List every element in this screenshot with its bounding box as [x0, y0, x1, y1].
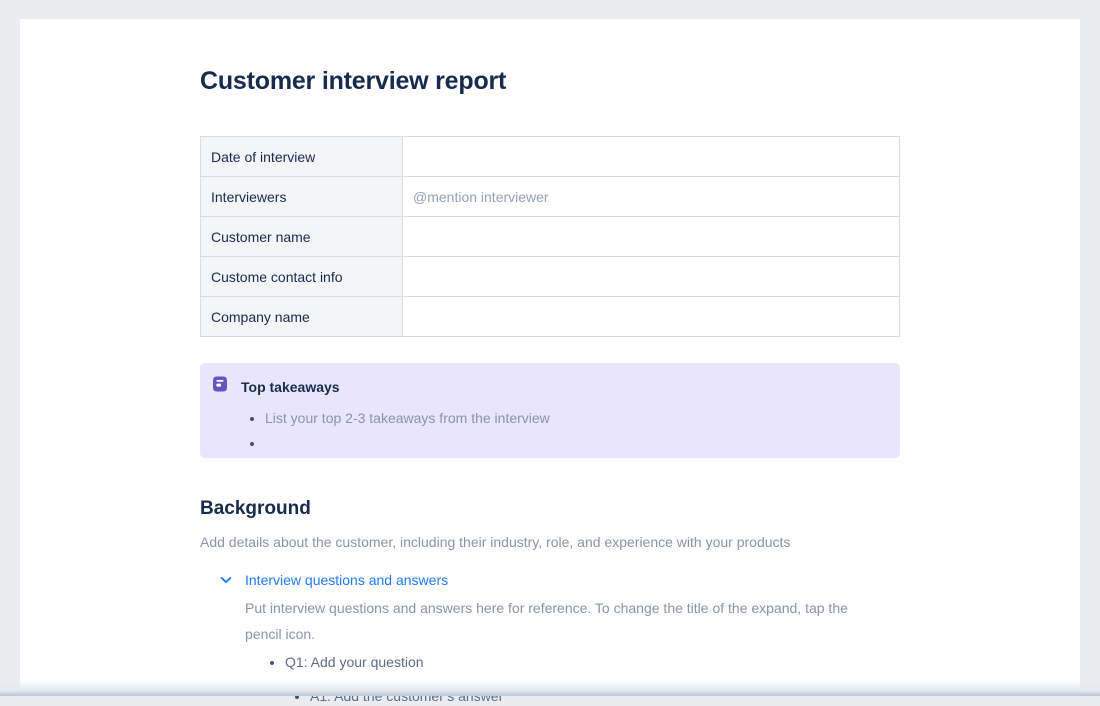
- takeaways-panel[interactable]: Top takeaways List your top 2-3 takeaway…: [200, 363, 900, 458]
- row-value-company-name[interactable]: [402, 296, 900, 337]
- row-value-customer-name[interactable]: [402, 216, 900, 257]
- row-label-date[interactable]: Date of interview: [200, 136, 403, 177]
- takeaway-item-empty[interactable]: [265, 431, 888, 456]
- document-page: Customer interview report Date of interv…: [20, 19, 1080, 704]
- table-row: Customer name: [200, 216, 900, 257]
- table-row: Custome contact info: [200, 256, 900, 297]
- row-label-interviewers[interactable]: Interviewers: [200, 176, 403, 217]
- row-value-interviewers[interactable]: @mention interviewer: [402, 176, 900, 217]
- row-value-date[interactable]: [402, 136, 900, 177]
- table-row: Company name: [200, 296, 900, 337]
- row-label-customer-name[interactable]: Customer name: [200, 216, 403, 257]
- page-title[interactable]: Customer interview report: [200, 67, 507, 95]
- takeaways-panel-header: Top takeaways: [212, 376, 888, 397]
- answer-item[interactable]: A1: Add the customer’s answer: [310, 686, 900, 706]
- table-row: Date of interview: [200, 136, 900, 177]
- answer-list: A1: Add the customer’s answer: [285, 686, 900, 706]
- background-heading[interactable]: Background: [200, 498, 311, 519]
- row-label-contact-info[interactable]: Custome contact info: [200, 256, 403, 297]
- chevron-down-icon[interactable]: [219, 573, 233, 587]
- expand-body-text[interactable]: Put interview questions and answers here…: [245, 600, 848, 642]
- question-item[interactable]: Q1: Add your question: [285, 652, 900, 672]
- interview-meta-table: Date of interview Interviewers @mention …: [200, 136, 900, 337]
- takeaways-panel-title: Top takeaways: [241, 378, 340, 395]
- expand-block: Interview questions and answers Put inte…: [200, 572, 900, 706]
- mention-placeholder[interactable]: @mention interviewer: [413, 188, 549, 205]
- background-description[interactable]: Add details about the customer, includin…: [200, 534, 791, 550]
- takeaways-list: List your top 2-3 takeaways from the int…: [212, 406, 888, 456]
- row-label-company-name[interactable]: Company name: [200, 296, 403, 337]
- qa-list: Q1: Add your question A1: Add the custom…: [200, 652, 900, 706]
- takeaway-item[interactable]: List your top 2-3 takeaways from the int…: [265, 406, 888, 431]
- expand-header[interactable]: Interview questions and answers: [200, 572, 900, 588]
- note-icon: [212, 376, 228, 397]
- table-row: Interviewers @mention interviewer: [200, 176, 900, 217]
- expand-title[interactable]: Interview questions and answers: [245, 572, 449, 588]
- row-value-contact-info[interactable]: [402, 256, 900, 297]
- document-content: Customer interview report Date of interv…: [200, 19, 900, 706]
